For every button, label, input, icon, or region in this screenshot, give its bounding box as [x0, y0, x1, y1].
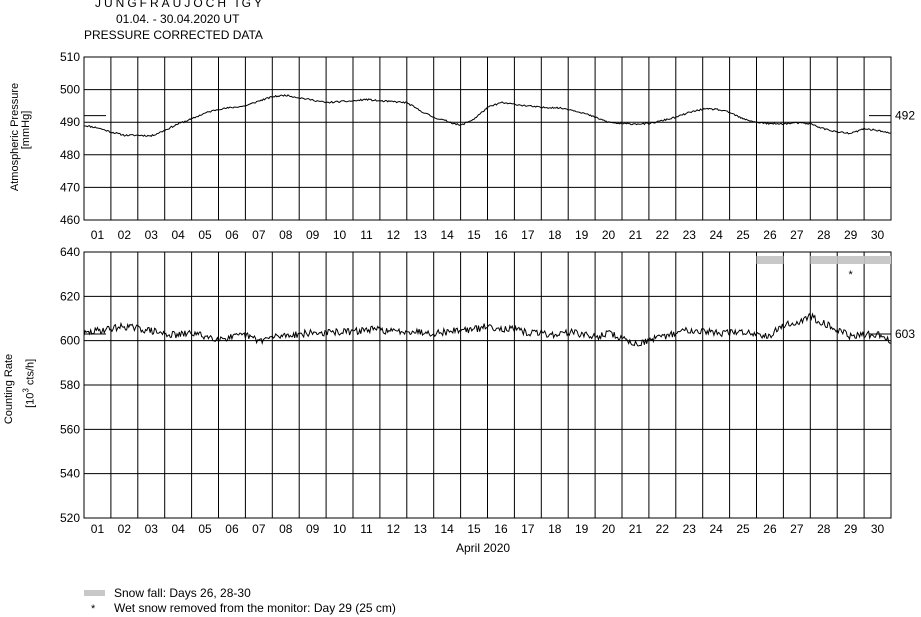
y-tick-label: 500	[60, 83, 80, 97]
y-tick-label: 460	[60, 213, 80, 227]
wet-snow-marker: *	[849, 269, 854, 281]
x-tick-label: 14	[440, 522, 454, 536]
x-tick-label: 21	[629, 522, 643, 536]
x-tick-label: 23	[683, 522, 697, 536]
snow-fall-bar	[756, 256, 784, 264]
x-tick-label: 16	[494, 228, 508, 242]
counting-rate-series-line	[83, 312, 892, 347]
x-tick-label: 19	[575, 228, 589, 242]
x-tick-label: 24	[709, 228, 723, 242]
pressure-axis-unit: [mmHg]	[20, 110, 32, 150]
x-tick-label: 30	[871, 228, 885, 242]
snow-fall-bar	[810, 256, 838, 264]
counting-rate-axis-unit: [103 cts/h]	[21, 358, 37, 408]
x-tick-label: 25	[736, 228, 750, 242]
y-tick-label: 480	[60, 148, 80, 162]
x-tick-label: 29	[844, 522, 858, 536]
period-subtitle: 01.04. - 30.04.2020 UT	[116, 12, 240, 26]
y-tick-label: 490	[60, 115, 80, 129]
x-tick-label: 25	[736, 522, 750, 536]
x-tick-label: 10	[333, 522, 347, 536]
x-tick-label: 27	[790, 522, 804, 536]
x-tick-label: 16	[494, 522, 508, 536]
x-tick-label: 20	[602, 228, 616, 242]
y-tick-label: 580	[60, 378, 80, 392]
x-tick-label: 05	[198, 228, 212, 242]
x-tick-label: 17	[521, 522, 535, 536]
x-tick-label: 29	[844, 228, 858, 242]
x-tick-label: 15	[467, 228, 481, 242]
y-tick-label: 520	[60, 511, 80, 525]
y-tick-label: 600	[60, 334, 80, 348]
x-tick-label: 20	[602, 522, 616, 536]
x-tick-label: 01	[91, 228, 105, 242]
x-tick-label: 08	[279, 228, 293, 242]
snow-fall-bar	[837, 256, 865, 264]
snow-fall-legend-swatch	[84, 590, 105, 596]
x-tick-label: 06	[225, 522, 239, 536]
x-tick-label: 14	[440, 228, 454, 242]
x-tick-label: 02	[118, 228, 132, 242]
x-tick-label: 05	[198, 522, 212, 536]
x-tick-label: 07	[252, 228, 266, 242]
x-axis-label: April 2020	[456, 541, 511, 555]
snow-fall-legend-text: Snow fall: Days 26, 28-30	[114, 586, 251, 600]
x-tick-label: 18	[548, 228, 562, 242]
x-tick-label: 26	[763, 228, 777, 242]
pressure-series-line	[83, 94, 892, 137]
y-tick-label: 620	[60, 289, 80, 303]
x-tick-label: 15	[467, 522, 481, 536]
y-tick-label: 510	[60, 50, 80, 64]
x-tick-label: 22	[656, 228, 670, 242]
x-tick-label: 04	[171, 228, 185, 242]
x-tick-label: 12	[387, 228, 401, 242]
x-tick-label: 27	[790, 228, 804, 242]
x-tick-label: 23	[683, 228, 697, 242]
x-tick-label: 03	[145, 522, 159, 536]
x-tick-label: 21	[629, 228, 643, 242]
counting-rate-axis-label: Counting Rate	[3, 353, 15, 425]
wet-snow-legend-marker: *	[91, 603, 96, 615]
data-note: PRESSURE CORRECTED DATA	[84, 28, 263, 42]
wet-snow-legend-text: Wet snow removed from the monitor: Day 2…	[114, 601, 396, 615]
x-tick-label: 28	[817, 522, 831, 536]
x-tick-label: 22	[656, 522, 670, 536]
x-tick-label: 19	[575, 522, 589, 536]
x-tick-label: 11	[360, 228, 373, 242]
y-tick-label: 540	[60, 467, 80, 481]
x-tick-label: 09	[306, 228, 320, 242]
x-tick-label: 01	[91, 522, 105, 536]
station-title: JUNGFRAUJOCH IGY	[95, 0, 266, 10]
x-tick-label: 30	[871, 522, 885, 536]
y-tick-label: 560	[60, 422, 80, 436]
x-tick-label: 03	[145, 228, 159, 242]
y-tick-label: 470	[60, 180, 80, 194]
x-tick-label: 13	[414, 522, 428, 536]
x-tick-label: 26	[763, 522, 777, 536]
x-tick-label: 06	[225, 228, 239, 242]
x-tick-label: 02	[118, 522, 132, 536]
x-tick-label: 04	[171, 522, 185, 536]
snow-fall-bar	[864, 256, 891, 264]
x-tick-label: 17	[521, 228, 535, 242]
x-tick-label: 11	[360, 522, 373, 536]
x-tick-label: 09	[306, 522, 320, 536]
x-tick-label: 24	[709, 522, 723, 536]
reference-value-label: 492	[895, 109, 915, 123]
reference-value-label: 603	[895, 327, 915, 341]
x-tick-label: 18	[548, 522, 562, 536]
pressure-panel: 460 470 480 490 500 510 01 02 03 04 05 06 07 08 09 10 11…	[60, 50, 915, 242]
counting-rate-panel: 520 540 560 580 600 620 640 01 02 03 04 05 06 07 08 09 1…	[60, 245, 915, 536]
x-tick-label: 10	[333, 228, 347, 242]
x-tick-label: 12	[387, 522, 401, 536]
x-tick-label: 13	[414, 228, 428, 242]
x-tick-label: 28	[817, 228, 831, 242]
x-tick-label: 07	[252, 522, 266, 536]
x-tick-label: 08	[279, 522, 293, 536]
y-tick-label: 640	[60, 245, 80, 259]
